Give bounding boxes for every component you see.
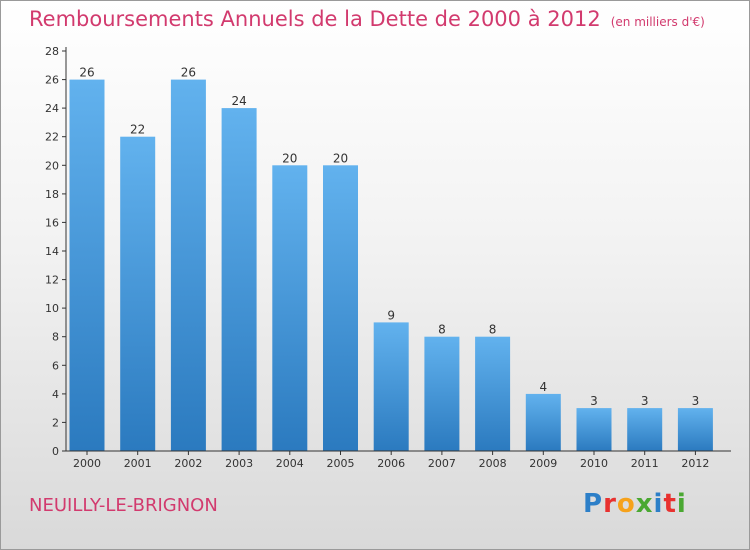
logo-letter: t xyxy=(663,489,677,519)
data-label-2000: 26 xyxy=(79,66,94,80)
logo-letter: i xyxy=(676,489,687,519)
bar-2008 xyxy=(475,336,511,451)
y-tick-label-18: 18 xyxy=(45,188,59,201)
proxiti-logo: Proxiti xyxy=(583,489,687,519)
data-label-2010: 3 xyxy=(590,394,598,408)
y-tick-label-24: 24 xyxy=(45,102,59,115)
logo-letter: r xyxy=(603,489,617,519)
y-tick-label-10: 10 xyxy=(45,302,59,315)
x-tick-label-2000: 2000 xyxy=(73,457,101,470)
data-label-2005: 20 xyxy=(333,151,348,165)
bar-2002 xyxy=(170,79,206,451)
logo-letter: x xyxy=(635,489,654,519)
bar-2005 xyxy=(323,165,358,452)
data-label-2008: 8 xyxy=(489,323,497,337)
y-tick-label-20: 20 xyxy=(45,159,59,172)
data-label-2009: 4 xyxy=(539,380,547,394)
x-tick-label-2005: 2005 xyxy=(327,457,355,470)
bar-2012 xyxy=(677,408,713,451)
y-tick-label-14: 14 xyxy=(45,245,59,258)
logo-letter: i xyxy=(653,489,664,519)
data-label-2001: 22 xyxy=(130,123,145,137)
bar-2010 xyxy=(576,408,612,451)
y-tick-label-22: 22 xyxy=(45,131,59,144)
y-tick-label-26: 26 xyxy=(45,74,59,87)
data-label-2012: 3 xyxy=(692,394,700,408)
bars-layer xyxy=(69,79,713,452)
bar-2007 xyxy=(424,336,460,451)
x-tick-label-2006: 2006 xyxy=(377,457,405,470)
y-tick-label-6: 6 xyxy=(52,359,59,372)
data-label-2007: 8 xyxy=(438,323,446,337)
data-label-2006: 9 xyxy=(387,308,395,322)
chart-unit: (en milliers d'€) xyxy=(610,15,705,29)
x-tick-label-2004: 2004 xyxy=(276,457,304,470)
data-label-2003: 24 xyxy=(231,94,246,108)
x-tick-label-2011: 2011 xyxy=(631,457,659,470)
data-label-2004: 20 xyxy=(282,151,297,165)
commune-name: NEUILLY-LE-BRIGNON xyxy=(29,495,218,516)
y-tick-label-2: 2 xyxy=(52,416,59,429)
x-tick-label-2008: 2008 xyxy=(479,457,507,470)
bar-2001 xyxy=(120,136,156,451)
y-tick-label-12: 12 xyxy=(45,274,59,287)
y-tick-label-0: 0 xyxy=(52,445,59,458)
bar-2009 xyxy=(525,393,561,451)
logo-letter: P xyxy=(583,489,604,519)
x-tick-label-2002: 2002 xyxy=(174,457,202,470)
y-tick-label-8: 8 xyxy=(52,331,59,344)
x-tick-label-2010: 2010 xyxy=(580,457,608,470)
chart-title: Remboursements Annuels de la Dette de 20… xyxy=(29,7,705,31)
y-tick-label-4: 4 xyxy=(52,388,59,401)
bar-2004 xyxy=(272,165,308,452)
labels-layer: 2620002220012620022420032020042020059200… xyxy=(45,45,709,470)
y-tick-label-16: 16 xyxy=(45,216,59,229)
data-label-2002: 26 xyxy=(181,66,196,80)
axes-layer xyxy=(62,47,731,455)
bar-2000 xyxy=(69,79,105,451)
x-tick-label-2007: 2007 xyxy=(428,457,456,470)
bar-2003 xyxy=(221,108,257,451)
bar-2011 xyxy=(627,408,663,451)
x-tick-label-2001: 2001 xyxy=(124,457,152,470)
chart-title-text: Remboursements Annuels de la Dette de 20… xyxy=(29,7,601,31)
x-tick-label-2012: 2012 xyxy=(681,457,709,470)
bar-2006 xyxy=(373,322,409,451)
x-tick-label-2003: 2003 xyxy=(225,457,253,470)
logo-letter: o xyxy=(616,489,636,519)
x-tick-label-2009: 2009 xyxy=(529,457,557,470)
y-tick-label-28: 28 xyxy=(45,45,59,58)
data-label-2011: 3 xyxy=(641,394,649,408)
